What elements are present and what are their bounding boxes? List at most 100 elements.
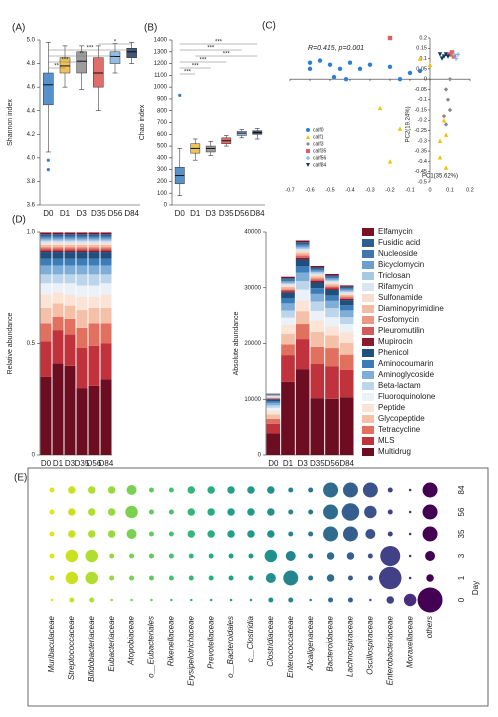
bubble	[49, 509, 55, 515]
bar-segment	[40, 250, 52, 253]
bar-segment	[325, 279, 339, 282]
legend-label: calf1	[313, 134, 324, 140]
bar-segment	[40, 248, 52, 251]
bar-segment	[325, 308, 339, 318]
bubble	[288, 509, 294, 515]
bubble	[408, 554, 412, 558]
bubble	[426, 574, 434, 582]
bar-segment	[266, 395, 281, 396]
bar-segment	[64, 294, 76, 306]
x-tick-label: D35	[310, 459, 325, 468]
bar-segment	[266, 393, 281, 395]
bubble	[68, 508, 76, 516]
bar-segment	[281, 317, 295, 325]
bar-segment	[281, 278, 295, 280]
y-tick-label: -0.1	[418, 97, 427, 103]
x-tick-label: others	[425, 616, 434, 638]
bar-segment	[76, 234, 88, 237]
bar-segment	[88, 244, 100, 247]
bubble	[85, 571, 98, 585]
y-tick-label: 3.6	[27, 203, 36, 209]
bubble	[187, 508, 195, 516]
bubble	[347, 575, 353, 581]
bubble	[408, 510, 412, 514]
bar-segment	[100, 265, 112, 275]
x-tick-label: D3	[77, 209, 88, 218]
bubble	[107, 508, 116, 516]
bar-segment	[281, 281, 295, 283]
bar-segment	[52, 330, 64, 364]
legend-label: calf56	[313, 155, 327, 161]
bar-segment	[64, 241, 76, 244]
bar-segment	[76, 285, 88, 297]
bar-segment	[325, 276, 339, 279]
bubble	[379, 566, 402, 590]
y-tick-label: 10000	[244, 397, 261, 403]
bar-segment	[310, 271, 325, 274]
point	[437, 138, 443, 144]
bar-segment	[325, 289, 339, 296]
legend-label: MLS	[378, 436, 394, 445]
bar-segment	[295, 259, 310, 267]
y-tick-label: 0.5	[27, 341, 36, 347]
y-tick-label: 0.05	[416, 66, 427, 72]
bubble	[49, 487, 55, 493]
x-tick-label: Atopobiaceae	[127, 615, 136, 665]
bar-segment	[339, 342, 354, 355]
bubble	[227, 486, 235, 494]
bubble	[227, 530, 235, 538]
bar-segment	[310, 301, 325, 311]
bar-segment	[76, 250, 88, 253]
x-tick-label: D56	[325, 459, 340, 468]
bar-segment	[88, 239, 100, 242]
point	[443, 132, 449, 137]
x-tick-label: D84	[250, 209, 265, 218]
bar-segment	[339, 317, 354, 324]
bar-segment	[281, 288, 295, 290]
bar-segment	[100, 234, 112, 237]
bar-segment	[52, 265, 64, 275]
bar-segment	[64, 252, 76, 259]
bubble	[148, 553, 154, 559]
bar-segment	[325, 300, 339, 309]
point	[443, 165, 449, 170]
bubble	[408, 532, 412, 536]
point	[437, 52, 443, 57]
bar-segment	[281, 282, 295, 284]
bubble	[208, 553, 214, 559]
bar-segment	[40, 265, 52, 275]
legend-swatch	[362, 349, 374, 357]
bar-segment	[40, 283, 52, 295]
bar-segment	[266, 405, 281, 408]
bubble	[308, 531, 314, 537]
legend-swatch	[362, 272, 374, 280]
bar-segment	[295, 369, 310, 455]
bubble	[187, 530, 195, 538]
bar-segment	[76, 265, 88, 275]
point	[327, 62, 333, 67]
y-tick-label: 0.2	[419, 35, 427, 41]
x-tick-label: D35	[219, 209, 234, 218]
bar-segment	[64, 283, 76, 295]
bubble	[150, 598, 153, 602]
bubble	[208, 575, 214, 581]
x-tick-label: Bifidobacteriaceae	[87, 615, 96, 681]
y-tick-label: 1	[457, 575, 466, 580]
x-tick-label: 0	[428, 187, 431, 193]
bar-segment	[339, 305, 354, 311]
bubble	[228, 575, 234, 581]
bar-segment	[339, 397, 354, 455]
bar-segment	[295, 300, 310, 312]
panel-label: (C)	[262, 21, 276, 32]
bubble	[88, 486, 96, 494]
bar-segment	[88, 252, 100, 259]
x-tick-label: 0.2	[466, 187, 474, 193]
bar-segment	[52, 316, 64, 331]
box	[109, 51, 121, 64]
x-tick-label: D3	[65, 459, 76, 468]
point	[397, 76, 403, 82]
bubble	[267, 508, 275, 516]
legend-label: calf35	[313, 148, 327, 154]
x-axis-title: PC1(35.62%)	[422, 174, 458, 180]
